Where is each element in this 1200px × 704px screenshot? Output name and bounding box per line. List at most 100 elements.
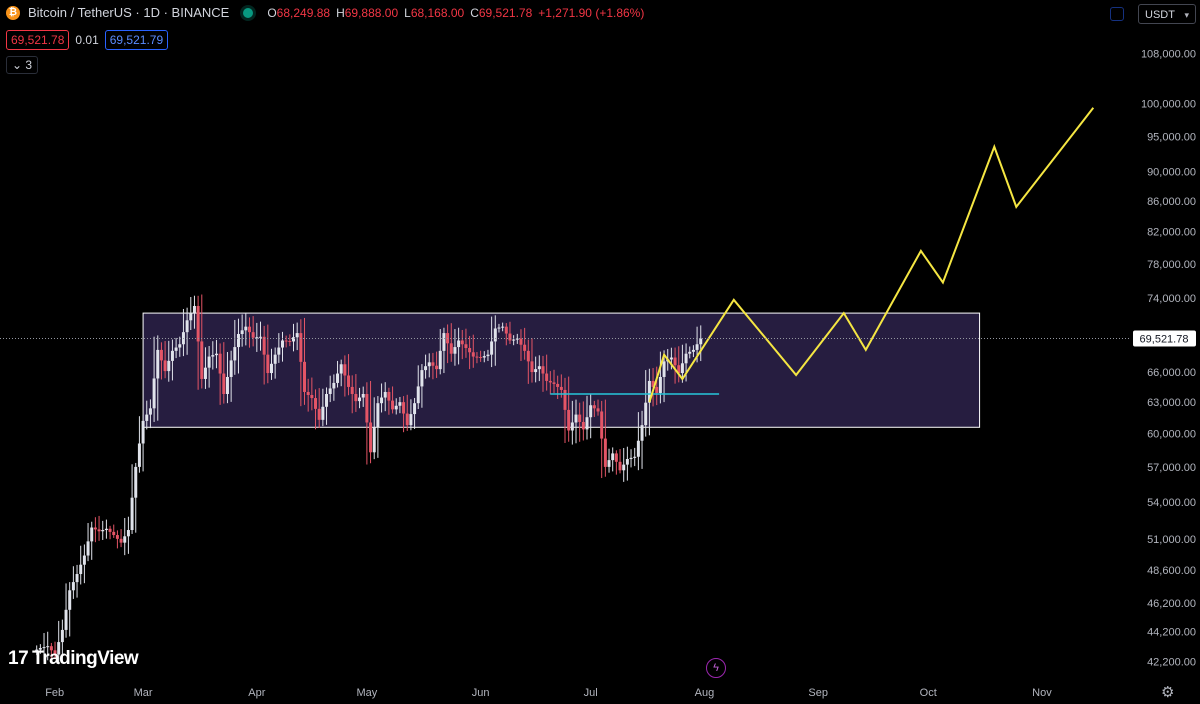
gear-icon[interactable]: ⚙ (1161, 684, 1175, 701)
time-axis[interactable]: Feb Mar Apr May Jun Jul Aug Sep Oct Nov (45, 687, 1052, 699)
candle (570, 399, 578, 445)
candle-body (501, 326, 505, 328)
candle (292, 322, 299, 352)
candle-body (449, 343, 453, 354)
candle-body (471, 352, 475, 357)
candle (548, 369, 556, 395)
ohlc-value: +1,271.90 (+1.86%) (538, 5, 645, 20)
market-status-icon[interactable] (243, 7, 254, 18)
candle-body (203, 367, 207, 379)
candle-body (233, 347, 237, 361)
candle-body (82, 555, 86, 565)
ohlc-value: 68,249.88 (276, 5, 331, 20)
price-tick-label: 82,000.00 (1147, 227, 1196, 239)
currency-label: USDT (1145, 9, 1175, 21)
candle-body (662, 361, 666, 377)
time-tick-label: Oct (920, 687, 937, 699)
candle (592, 399, 600, 417)
candle-body (218, 353, 222, 374)
candle-body (504, 326, 508, 334)
candle-body (299, 333, 303, 362)
candle-body (570, 422, 574, 431)
candle-body (123, 536, 127, 543)
spread-value: 0.01 (75, 33, 99, 47)
buy-button[interactable]: 69,521.79 (104, 30, 169, 50)
candle-body (236, 334, 240, 348)
screenshot-icon[interactable] (1110, 7, 1124, 21)
candle (475, 350, 483, 364)
candle-body (38, 647, 42, 650)
candle-body (534, 369, 538, 373)
candle-body (589, 405, 593, 418)
candle (196, 294, 204, 390)
candle (585, 394, 593, 440)
candle-body (493, 328, 497, 342)
last-price-badge (1133, 330, 1196, 347)
candle-body (159, 349, 163, 361)
candle-body (42, 647, 46, 649)
candle (519, 327, 527, 361)
price-tick-label: 44,200.00 (1147, 626, 1196, 638)
candle-body (633, 456, 637, 458)
candle-body (277, 347, 281, 355)
candle-body (380, 397, 384, 404)
candle-body (574, 414, 578, 423)
price-axis[interactable]: 42,200.00 44,200.00 46,200.00 48,600.00 51,0… (1130, 0, 1200, 704)
candle-body (695, 344, 699, 350)
sell-button[interactable]: 69,521.78 (6, 30, 70, 50)
candle (123, 516, 130, 556)
candle-body (376, 403, 380, 428)
candle (482, 349, 490, 363)
candle-body (358, 397, 362, 402)
candle-body (108, 528, 112, 532)
candle-body (680, 363, 684, 374)
candle-body (427, 362, 431, 367)
indicators-toggle[interactable]: ⌄ 3 (6, 56, 39, 74)
candle-body (79, 564, 83, 575)
candle (607, 447, 615, 473)
candle-body (156, 349, 160, 379)
candle (57, 619, 64, 665)
candle-body (281, 340, 284, 348)
candle-body (398, 402, 402, 406)
ohlc-item: +1,271.90 (+1.86%) (538, 6, 644, 20)
candle-body (479, 357, 483, 359)
candle-body (211, 355, 215, 357)
candle-body (611, 453, 615, 461)
price-tick-label: 54,000.00 (1147, 497, 1196, 509)
candle-body (317, 408, 321, 420)
candle-body (508, 333, 512, 341)
currency-select[interactable]: USDT ▾ (1138, 4, 1196, 24)
candle-body (97, 529, 101, 532)
candle (416, 364, 424, 410)
candle-body (64, 609, 68, 630)
candle (328, 374, 336, 403)
symbol-title[interactable]: Bitcoin / TetherUS · 1D · BINANCE (28, 5, 230, 20)
candle-body (497, 327, 501, 329)
candle-body (644, 402, 648, 426)
candle-body (68, 590, 72, 610)
lightning-icon[interactable]: ϟ (706, 658, 726, 678)
candle-body (526, 350, 530, 362)
candle (130, 462, 138, 534)
candle (284, 334, 292, 348)
ohlc-values: O68,249.88 H69,888.00 L68,168.00 C69,521.78… (267, 6, 644, 20)
time-tick-label: Jun (472, 687, 490, 699)
candle (673, 346, 681, 384)
candle-body (596, 408, 600, 412)
candle (365, 380, 373, 465)
candle-body (292, 337, 296, 342)
candle (636, 410, 644, 471)
candle-body (651, 380, 655, 387)
candle-body (170, 350, 174, 361)
candle (336, 359, 343, 388)
candle-body (592, 405, 596, 409)
candle-body (585, 417, 589, 430)
candle (453, 327, 461, 366)
price-axis-background (1130, 0, 1200, 704)
candle-body (391, 400, 395, 410)
time-tick-label: Nov (1032, 687, 1052, 699)
candle (211, 339, 218, 370)
candle-body (688, 351, 692, 354)
